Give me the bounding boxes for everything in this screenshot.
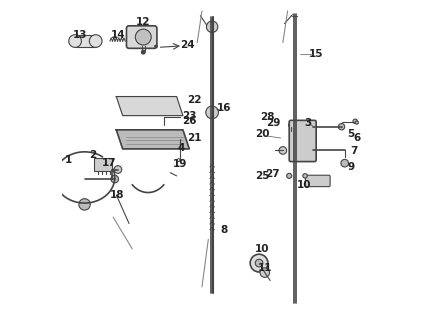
Text: 2: 2	[89, 150, 96, 160]
Circle shape	[141, 50, 145, 54]
Text: 21: 21	[187, 133, 201, 143]
Text: 26: 26	[182, 116, 197, 126]
Text: 16: 16	[217, 103, 232, 113]
Circle shape	[279, 147, 287, 154]
Text: 10: 10	[297, 180, 311, 190]
Circle shape	[206, 21, 218, 32]
Circle shape	[206, 106, 218, 119]
Text: 28: 28	[260, 112, 274, 122]
Text: 19: 19	[172, 159, 187, 169]
FancyBboxPatch shape	[289, 120, 316, 162]
Text: 8: 8	[221, 225, 228, 235]
Text: 6: 6	[353, 133, 360, 143]
Bar	[132, 100, 161, 105]
Text: 5: 5	[347, 129, 354, 139]
Text: 20: 20	[255, 129, 270, 139]
Text: 17: 17	[102, 158, 117, 168]
Text: 9: 9	[347, 162, 354, 172]
FancyBboxPatch shape	[126, 26, 157, 48]
Text: 4: 4	[178, 143, 185, 153]
Text: 14: 14	[110, 30, 125, 40]
Circle shape	[114, 166, 122, 173]
Text: 3: 3	[305, 117, 312, 128]
Text: 27: 27	[265, 169, 280, 179]
Text: 7: 7	[350, 146, 357, 156]
Text: 12: 12	[136, 17, 151, 27]
Circle shape	[339, 124, 345, 130]
Text: 1: 1	[65, 155, 72, 165]
Circle shape	[260, 268, 270, 277]
Text: 10: 10	[254, 244, 269, 254]
Text: 23: 23	[182, 111, 197, 121]
Text: 15: 15	[309, 49, 324, 59]
Circle shape	[79, 199, 90, 210]
Circle shape	[171, 135, 176, 140]
Circle shape	[355, 121, 358, 124]
Circle shape	[303, 174, 307, 178]
Circle shape	[341, 159, 349, 167]
Text: 24: 24	[180, 40, 195, 50]
Polygon shape	[116, 97, 183, 116]
Circle shape	[135, 29, 151, 45]
Circle shape	[155, 45, 157, 48]
Bar	[75, 35, 96, 47]
Text: 25: 25	[255, 171, 270, 181]
Text: 11: 11	[258, 263, 273, 274]
Polygon shape	[116, 130, 189, 149]
Text: 22: 22	[187, 95, 201, 105]
Bar	[132, 106, 161, 111]
Text: 18: 18	[110, 190, 124, 200]
Circle shape	[175, 135, 184, 144]
Circle shape	[89, 35, 102, 47]
Text: 13: 13	[73, 30, 88, 40]
Text: 29: 29	[266, 117, 281, 128]
FancyBboxPatch shape	[305, 175, 330, 187]
Circle shape	[353, 119, 358, 124]
Bar	[94, 158, 111, 171]
Circle shape	[69, 35, 81, 47]
Circle shape	[255, 259, 263, 267]
Circle shape	[111, 175, 118, 183]
Circle shape	[289, 123, 293, 127]
Circle shape	[250, 254, 268, 272]
Circle shape	[287, 173, 292, 178]
